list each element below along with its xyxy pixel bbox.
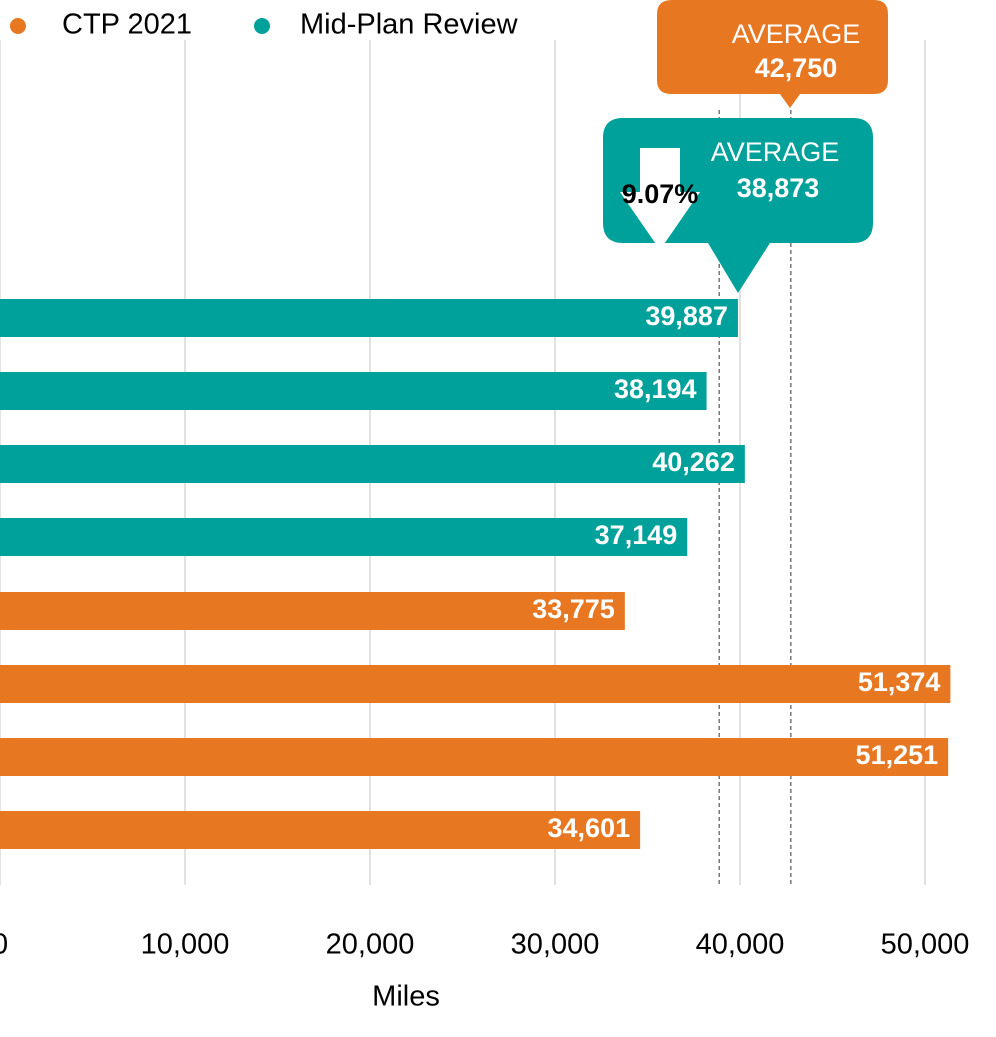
marks: 33,775 51,374 51,251 34,601 39,887 38,194 40,2…: [0, 299, 951, 849]
legend-marker: [254, 18, 270, 34]
average-value: 42,750: [755, 53, 838, 83]
average-label: AVERAGE: [711, 137, 840, 167]
bar: [0, 372, 707, 410]
bar: [0, 738, 949, 776]
x-tick-label: 40,000: [696, 929, 785, 961]
x-axis-title: Miles: [372, 981, 440, 1013]
down-arrow: [620, 148, 700, 250]
x-tick-label: 30,000: [511, 929, 600, 961]
value-label: 51,374: [858, 667, 941, 697]
bar: [0, 811, 641, 849]
value-label: 34,601: [548, 813, 631, 843]
value-label: 38,194: [614, 374, 697, 404]
x-tick-label: 0: [0, 929, 8, 961]
bar: [0, 665, 951, 703]
bar: [0, 518, 688, 556]
value-label: 40,262: [652, 447, 735, 477]
x-tick-label: 20,000: [326, 929, 415, 961]
bar: [0, 299, 738, 337]
value-label: 39,887: [645, 301, 728, 331]
value-label: 33,775: [532, 594, 615, 624]
legend-label: CTP 2021: [62, 9, 192, 41]
average-value: 38,873: [737, 173, 820, 203]
change-label: 9.07%: [622, 179, 699, 209]
value-label: 51,251: [856, 740, 939, 770]
x-tick-label: 10,000: [141, 929, 230, 961]
bar: [0, 592, 625, 630]
average-callout: [657, 0, 888, 108]
x-tick-label: 50,000: [881, 929, 970, 961]
legend-marker: [10, 18, 26, 34]
legend-label: Mid-Plan Review: [300, 9, 519, 41]
value-label: 37,149: [595, 520, 678, 550]
bar: [0, 445, 745, 483]
average-label: AVERAGE: [732, 19, 861, 49]
